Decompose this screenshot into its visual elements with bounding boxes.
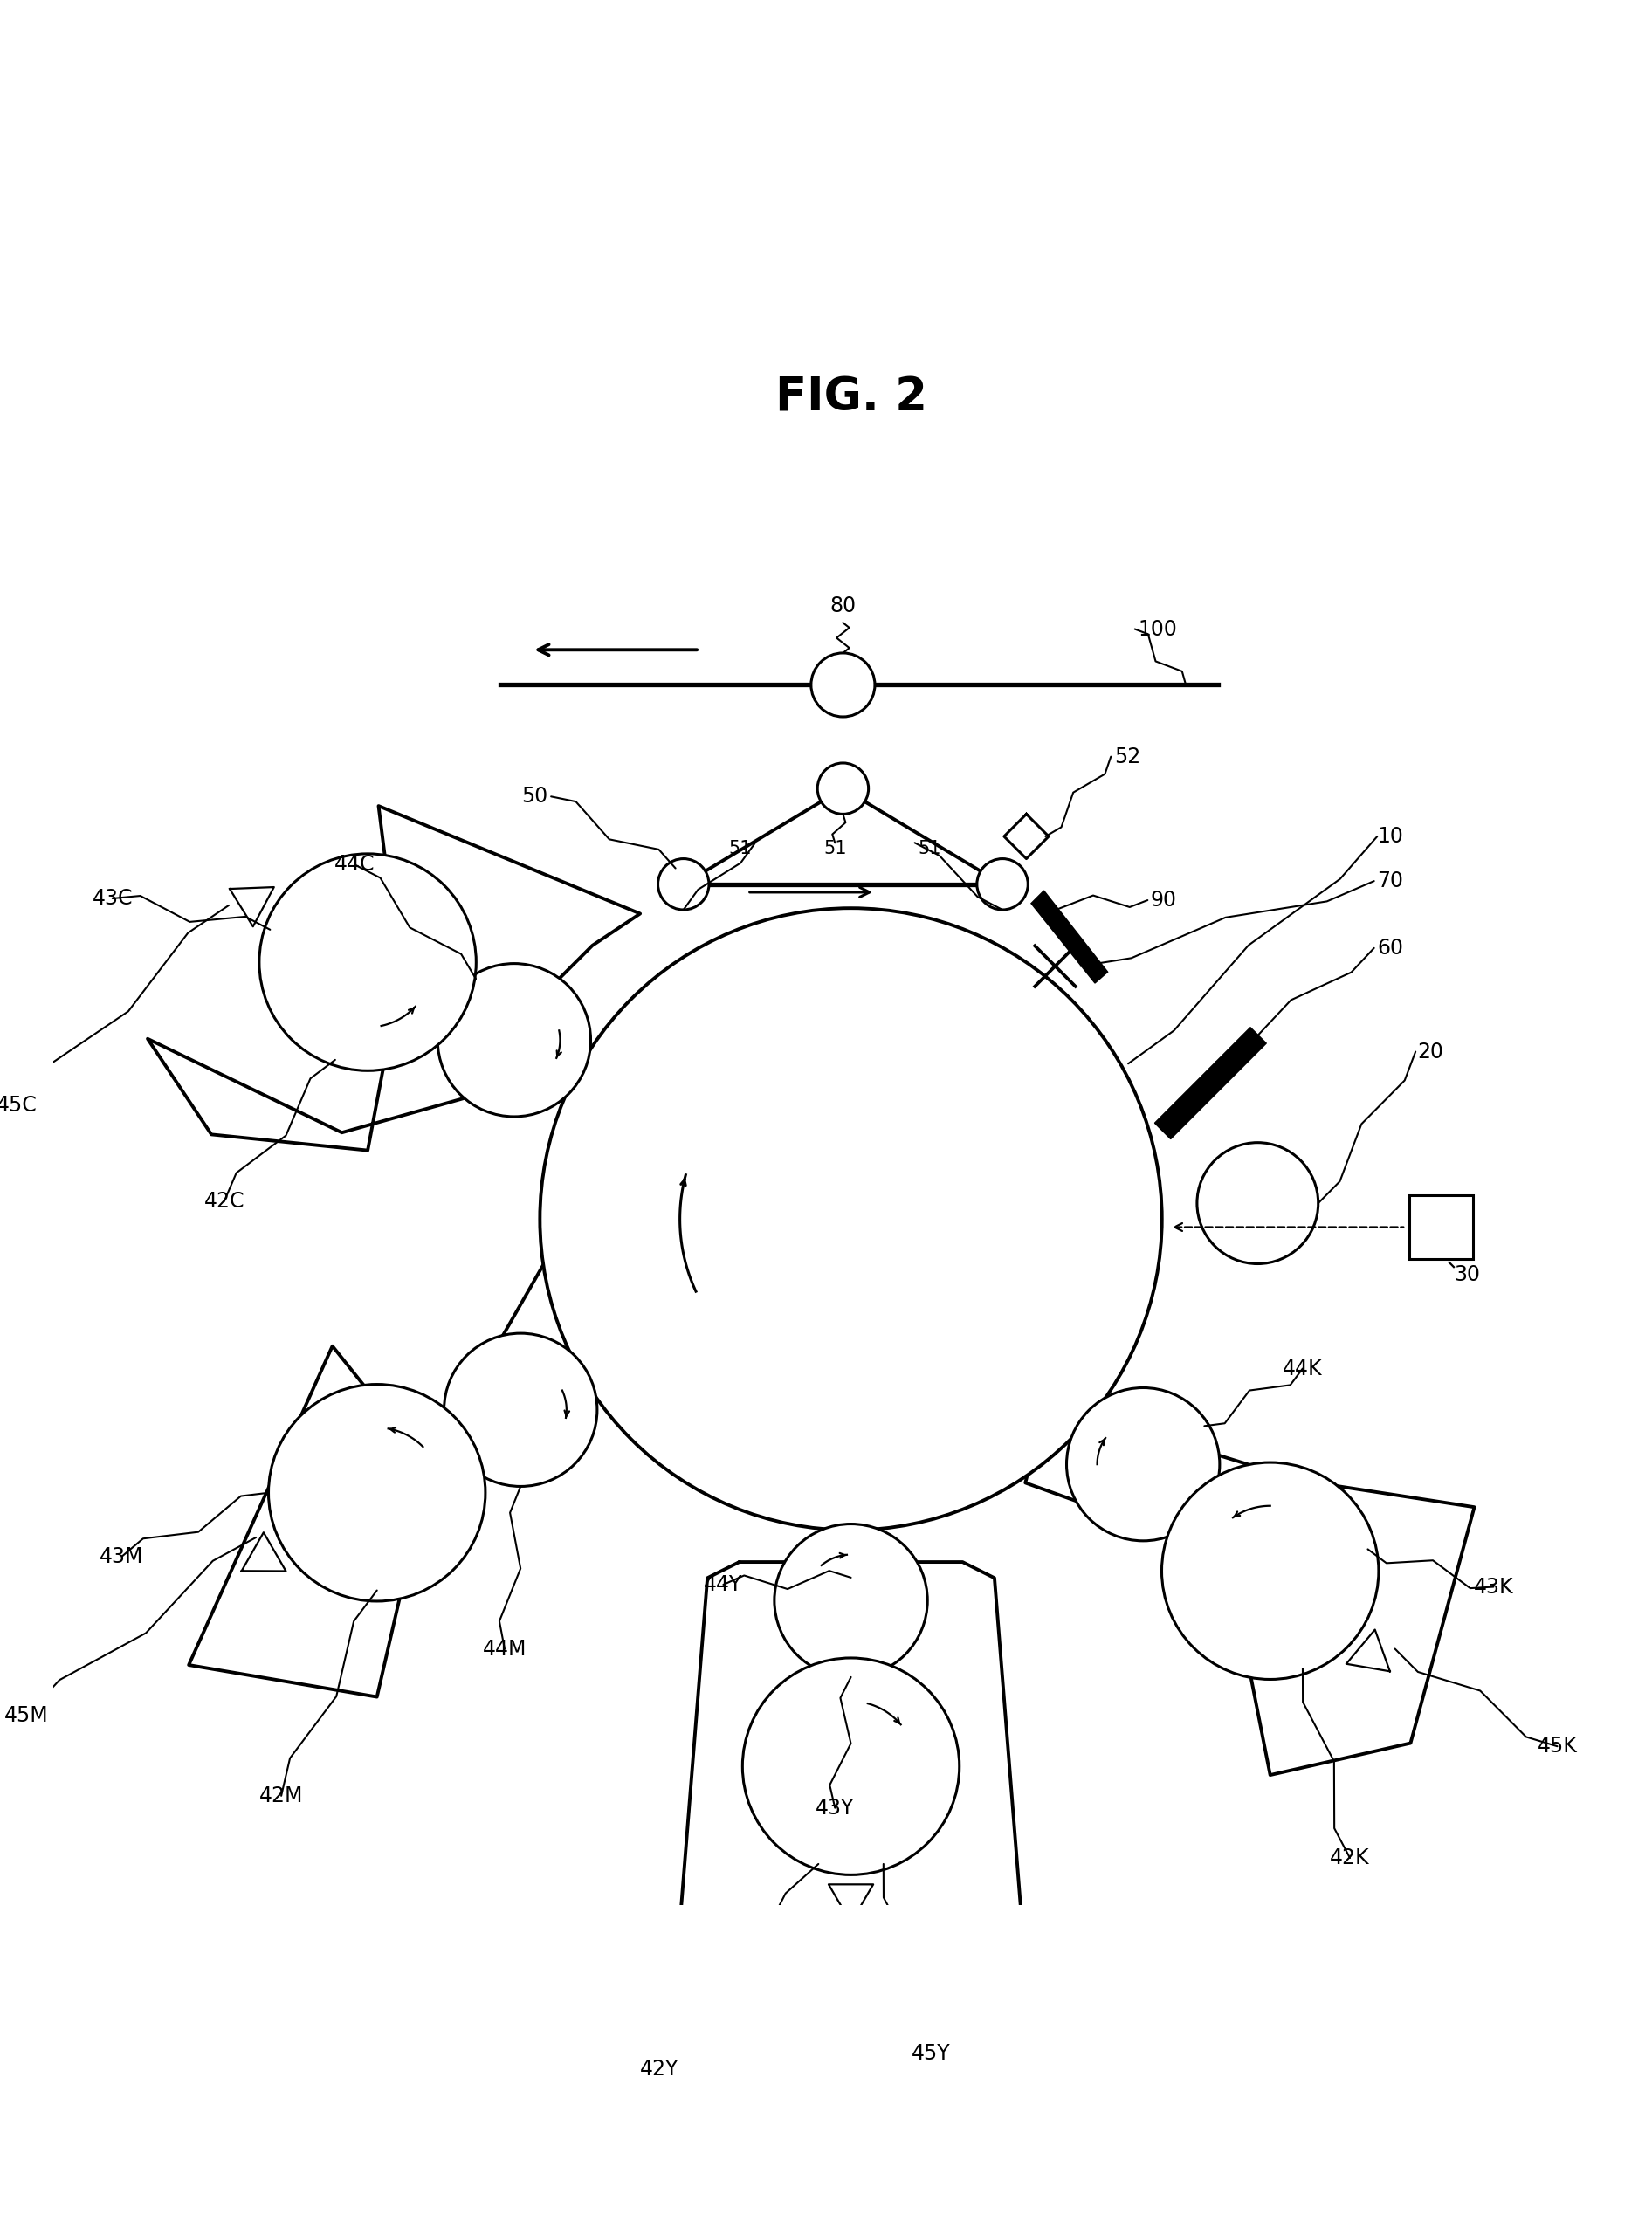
Circle shape bbox=[438, 964, 591, 1116]
Text: 52: 52 bbox=[1113, 746, 1140, 766]
Text: 20: 20 bbox=[1417, 1041, 1444, 1063]
Circle shape bbox=[540, 908, 1161, 1531]
Text: 43C: 43C bbox=[93, 888, 132, 908]
Circle shape bbox=[775, 1524, 927, 1677]
Text: 42Y: 42Y bbox=[641, 2060, 679, 2080]
Circle shape bbox=[818, 762, 869, 815]
Text: 42C: 42C bbox=[203, 1192, 244, 1212]
FancyBboxPatch shape bbox=[1409, 1196, 1474, 1258]
Text: 45C: 45C bbox=[0, 1094, 38, 1116]
Circle shape bbox=[1067, 1389, 1219, 1542]
Text: FIG. 2: FIG. 2 bbox=[775, 374, 927, 421]
Text: 44M: 44M bbox=[482, 1639, 527, 1659]
Circle shape bbox=[1161, 1462, 1379, 1679]
Circle shape bbox=[657, 859, 709, 910]
Text: 44C: 44C bbox=[334, 855, 375, 875]
Text: 51: 51 bbox=[823, 839, 846, 857]
Text: 100: 100 bbox=[1138, 618, 1178, 640]
Text: 43M: 43M bbox=[99, 1546, 144, 1566]
Circle shape bbox=[742, 1659, 960, 1874]
Text: 45M: 45M bbox=[3, 1706, 48, 1725]
Text: 42K: 42K bbox=[1330, 1847, 1370, 1869]
Text: 45Y: 45Y bbox=[912, 2042, 950, 2064]
Polygon shape bbox=[1031, 890, 1108, 983]
Text: 70: 70 bbox=[1378, 870, 1404, 890]
Text: 51: 51 bbox=[729, 839, 752, 857]
Text: 51: 51 bbox=[919, 839, 942, 857]
Polygon shape bbox=[1155, 1028, 1267, 1139]
Text: 60: 60 bbox=[1378, 937, 1404, 959]
Text: 10: 10 bbox=[1378, 826, 1403, 846]
Text: 80: 80 bbox=[829, 596, 856, 616]
Text: 30: 30 bbox=[1454, 1265, 1480, 1285]
Text: 42M: 42M bbox=[259, 1785, 304, 1805]
Text: 90: 90 bbox=[1151, 890, 1176, 910]
Text: 44K: 44K bbox=[1282, 1358, 1323, 1380]
Text: 44Y: 44Y bbox=[704, 1575, 743, 1595]
Text: 43K: 43K bbox=[1474, 1577, 1513, 1597]
Circle shape bbox=[811, 653, 876, 718]
Text: 50: 50 bbox=[522, 786, 548, 806]
Circle shape bbox=[259, 853, 476, 1070]
Text: 45K: 45K bbox=[1538, 1737, 1578, 1756]
Circle shape bbox=[444, 1333, 596, 1486]
Text: 43Y: 43Y bbox=[816, 1796, 854, 1819]
Circle shape bbox=[976, 859, 1028, 910]
Circle shape bbox=[269, 1384, 486, 1601]
Circle shape bbox=[1198, 1143, 1318, 1265]
